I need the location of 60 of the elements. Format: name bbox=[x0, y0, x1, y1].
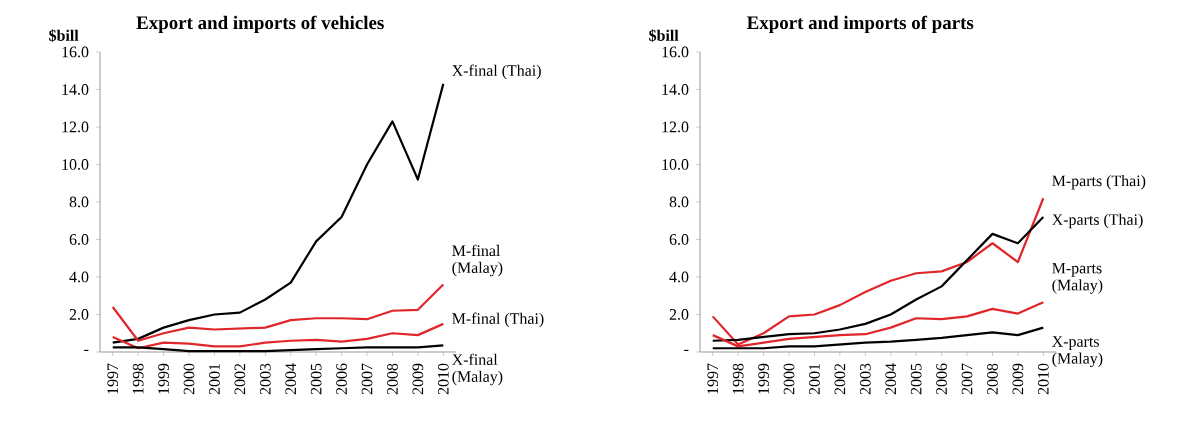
x-tick-label: 2003 bbox=[859, 363, 871, 395]
x-tick-label: 2010 bbox=[437, 363, 449, 395]
y-tick-label: 4.0 bbox=[69, 271, 89, 283]
series-label: X-parts (Malay) bbox=[1052, 336, 1103, 368]
y-tick-label: 14.0 bbox=[62, 84, 89, 95]
x-tick-label: 2008 bbox=[987, 363, 998, 395]
x-tick-label: 2002 bbox=[834, 363, 846, 395]
x-tick-label: 1997 bbox=[107, 363, 119, 394]
x-tick-label: 2005 bbox=[310, 363, 322, 395]
y-axis-title: $bill bbox=[49, 29, 79, 42]
series-label: X-final (Malay) bbox=[452, 353, 503, 386]
x-tick-label: 2008 bbox=[387, 363, 398, 395]
x-tick-label: 2001 bbox=[809, 364, 820, 395]
y-tick-label: 12.0 bbox=[662, 121, 689, 133]
x-tick-label: 2006 bbox=[936, 363, 947, 395]
x-tick-label: 2004 bbox=[885, 363, 897, 395]
y-tick-label: - bbox=[684, 349, 689, 352]
series-label: X-parts (Thai) bbox=[1052, 213, 1143, 229]
y-tick-label: 14.0 bbox=[662, 84, 689, 95]
x-tick-label: 2001 bbox=[209, 364, 220, 395]
x-tick-label: 1999 bbox=[158, 363, 169, 394]
x-tick-label: 2000 bbox=[783, 363, 795, 395]
y-tick-label: 16.0 bbox=[62, 46, 89, 58]
y-tick-label: 6.0 bbox=[69, 234, 89, 245]
x-tick-label: 1998 bbox=[132, 363, 144, 394]
y-tick-label: 6.0 bbox=[669, 234, 689, 245]
line-series bbox=[111, 82, 445, 344]
x-tick-label: 2009 bbox=[1012, 363, 1024, 395]
line-series bbox=[111, 322, 445, 350]
y-tick-label: 8.0 bbox=[69, 196, 89, 208]
x-tick-label: 1999 bbox=[758, 363, 769, 394]
x-tick-label: 2004 bbox=[285, 363, 297, 395]
y-tick-label: 8.0 bbox=[669, 196, 689, 208]
y-tick-label: 12.0 bbox=[62, 121, 89, 133]
x-tick-label: 2002 bbox=[234, 363, 246, 395]
y-tick-label: 2.0 bbox=[669, 309, 689, 320]
y-tick-label: - bbox=[84, 349, 89, 352]
x-tick-label: 2010 bbox=[1037, 363, 1049, 395]
chart-title: Export and imports of vehicles bbox=[136, 15, 384, 33]
x-tick-label: 2007 bbox=[961, 363, 973, 395]
x-tick-label: 2005 bbox=[910, 363, 922, 395]
y-tick-label: 2.0 bbox=[69, 309, 89, 320]
x-tick-label: 2000 bbox=[183, 363, 195, 395]
series-label: M-parts (Malay) bbox=[1052, 262, 1103, 294]
series-label: X-final (Thai) bbox=[452, 64, 541, 80]
series-label: M-final (Malay) bbox=[452, 244, 503, 277]
y-tick-label: 16.0 bbox=[662, 46, 689, 58]
series-label: M-parts (Thai) bbox=[1052, 175, 1146, 190]
y-tick-label: 10.0 bbox=[662, 159, 689, 170]
x-tick-label: 2009 bbox=[412, 363, 424, 395]
x-tick-label: 2006 bbox=[336, 363, 347, 395]
chart-title: Export and imports of parts bbox=[746, 15, 974, 33]
y-axis-title: $bill bbox=[649, 29, 679, 42]
series-label: M-final (Thai) bbox=[452, 312, 544, 328]
x-tick-label: 2007 bbox=[361, 363, 373, 395]
y-tick-label: 4.0 bbox=[669, 271, 689, 283]
x-tick-label: 1997 bbox=[707, 363, 719, 394]
x-tick-label: 1998 bbox=[732, 363, 744, 394]
y-tick-label: 10.0 bbox=[62, 159, 89, 170]
x-tick-label: 2003 bbox=[259, 363, 271, 395]
